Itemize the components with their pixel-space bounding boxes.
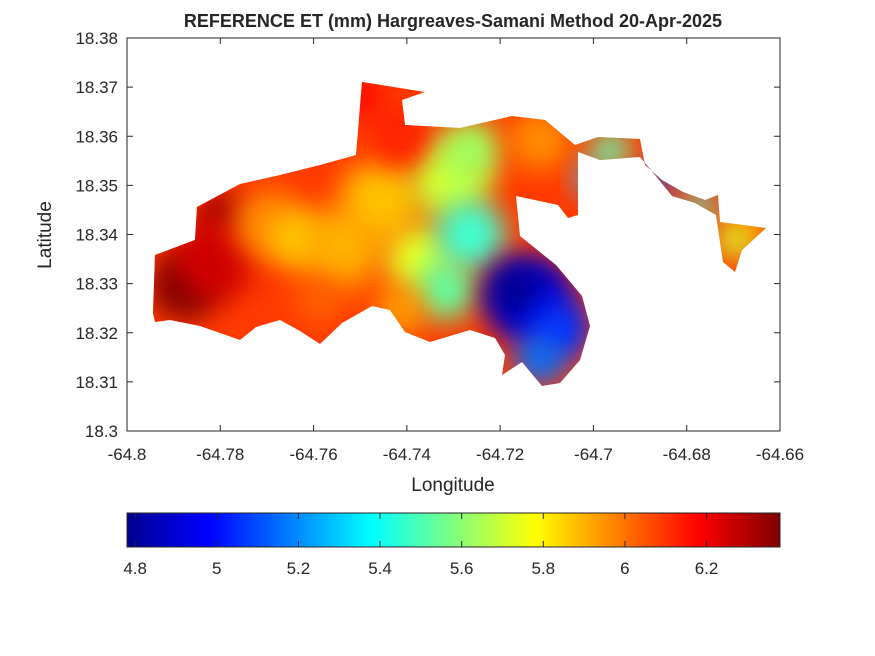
contour-region — [490, 265, 540, 315]
contour-region — [340, 160, 420, 240]
colorbar — [126, 512, 781, 548]
contour-region — [415, 260, 475, 320]
contour-region — [175, 220, 255, 300]
x-tick-label: -64.8 — [108, 445, 147, 464]
y-axis-label: Latitude — [35, 201, 56, 269]
x-tick-label: -64.72 — [476, 445, 524, 464]
contour-region — [295, 275, 345, 325]
y-tick-label: 18.38 — [75, 29, 118, 48]
x-axis: -64.8 -64.78 -64.76 -64.74 -64.72 -64.7 -64.68… — [108, 38, 804, 464]
y-tick-label: 18.37 — [75, 78, 118, 97]
y-tick-label: 18.31 — [75, 373, 118, 392]
contour-region — [440, 120, 500, 180]
colorbar-tick-label: 5 — [212, 559, 221, 578]
x-tick-label: -64.74 — [383, 445, 431, 464]
colorbar-tick-label: 4.8 — [123, 559, 147, 578]
x-tick-label: -64.68 — [663, 445, 711, 464]
y-tick-label: 18.3 — [85, 422, 118, 441]
colorbar-tick-label: 5.8 — [531, 559, 555, 578]
y-tick-label: 18.32 — [75, 324, 118, 343]
y-tick-label: 18.36 — [75, 127, 118, 146]
colorbar-tick-label: 5.4 — [368, 559, 392, 578]
x-tick-label: -64.76 — [289, 445, 337, 464]
colorbar-tick-label: 6 — [620, 559, 629, 578]
colorbar-tick-label: 5.6 — [450, 559, 474, 578]
y-axis: 18.3 18.31 18.32 18.33 18.34 18.35 18.36 18.37 1… — [75, 29, 780, 441]
x-tick-label: -64.78 — [196, 445, 244, 464]
y-tick-label: 18.34 — [75, 226, 118, 245]
x-tick-label: -64.66 — [756, 445, 804, 464]
y-tick-label: 18.35 — [75, 176, 118, 195]
x-tick-label: -64.7 — [574, 445, 613, 464]
x-axis-label: Longitude — [411, 475, 494, 496]
colorbar-ticks: 4.8 5 5.2 5.4 5.6 5.8 6 6.2 — [123, 513, 718, 578]
colorbar-tick-label: 5.2 — [287, 559, 311, 578]
contour-region — [435, 200, 505, 270]
chart-title: REFERENCE ET (mm) Hargreaves-Samani Meth… — [184, 11, 722, 31]
y-tick-label: 18.33 — [75, 275, 118, 294]
colorbar-tick-label: 6.2 — [695, 559, 719, 578]
